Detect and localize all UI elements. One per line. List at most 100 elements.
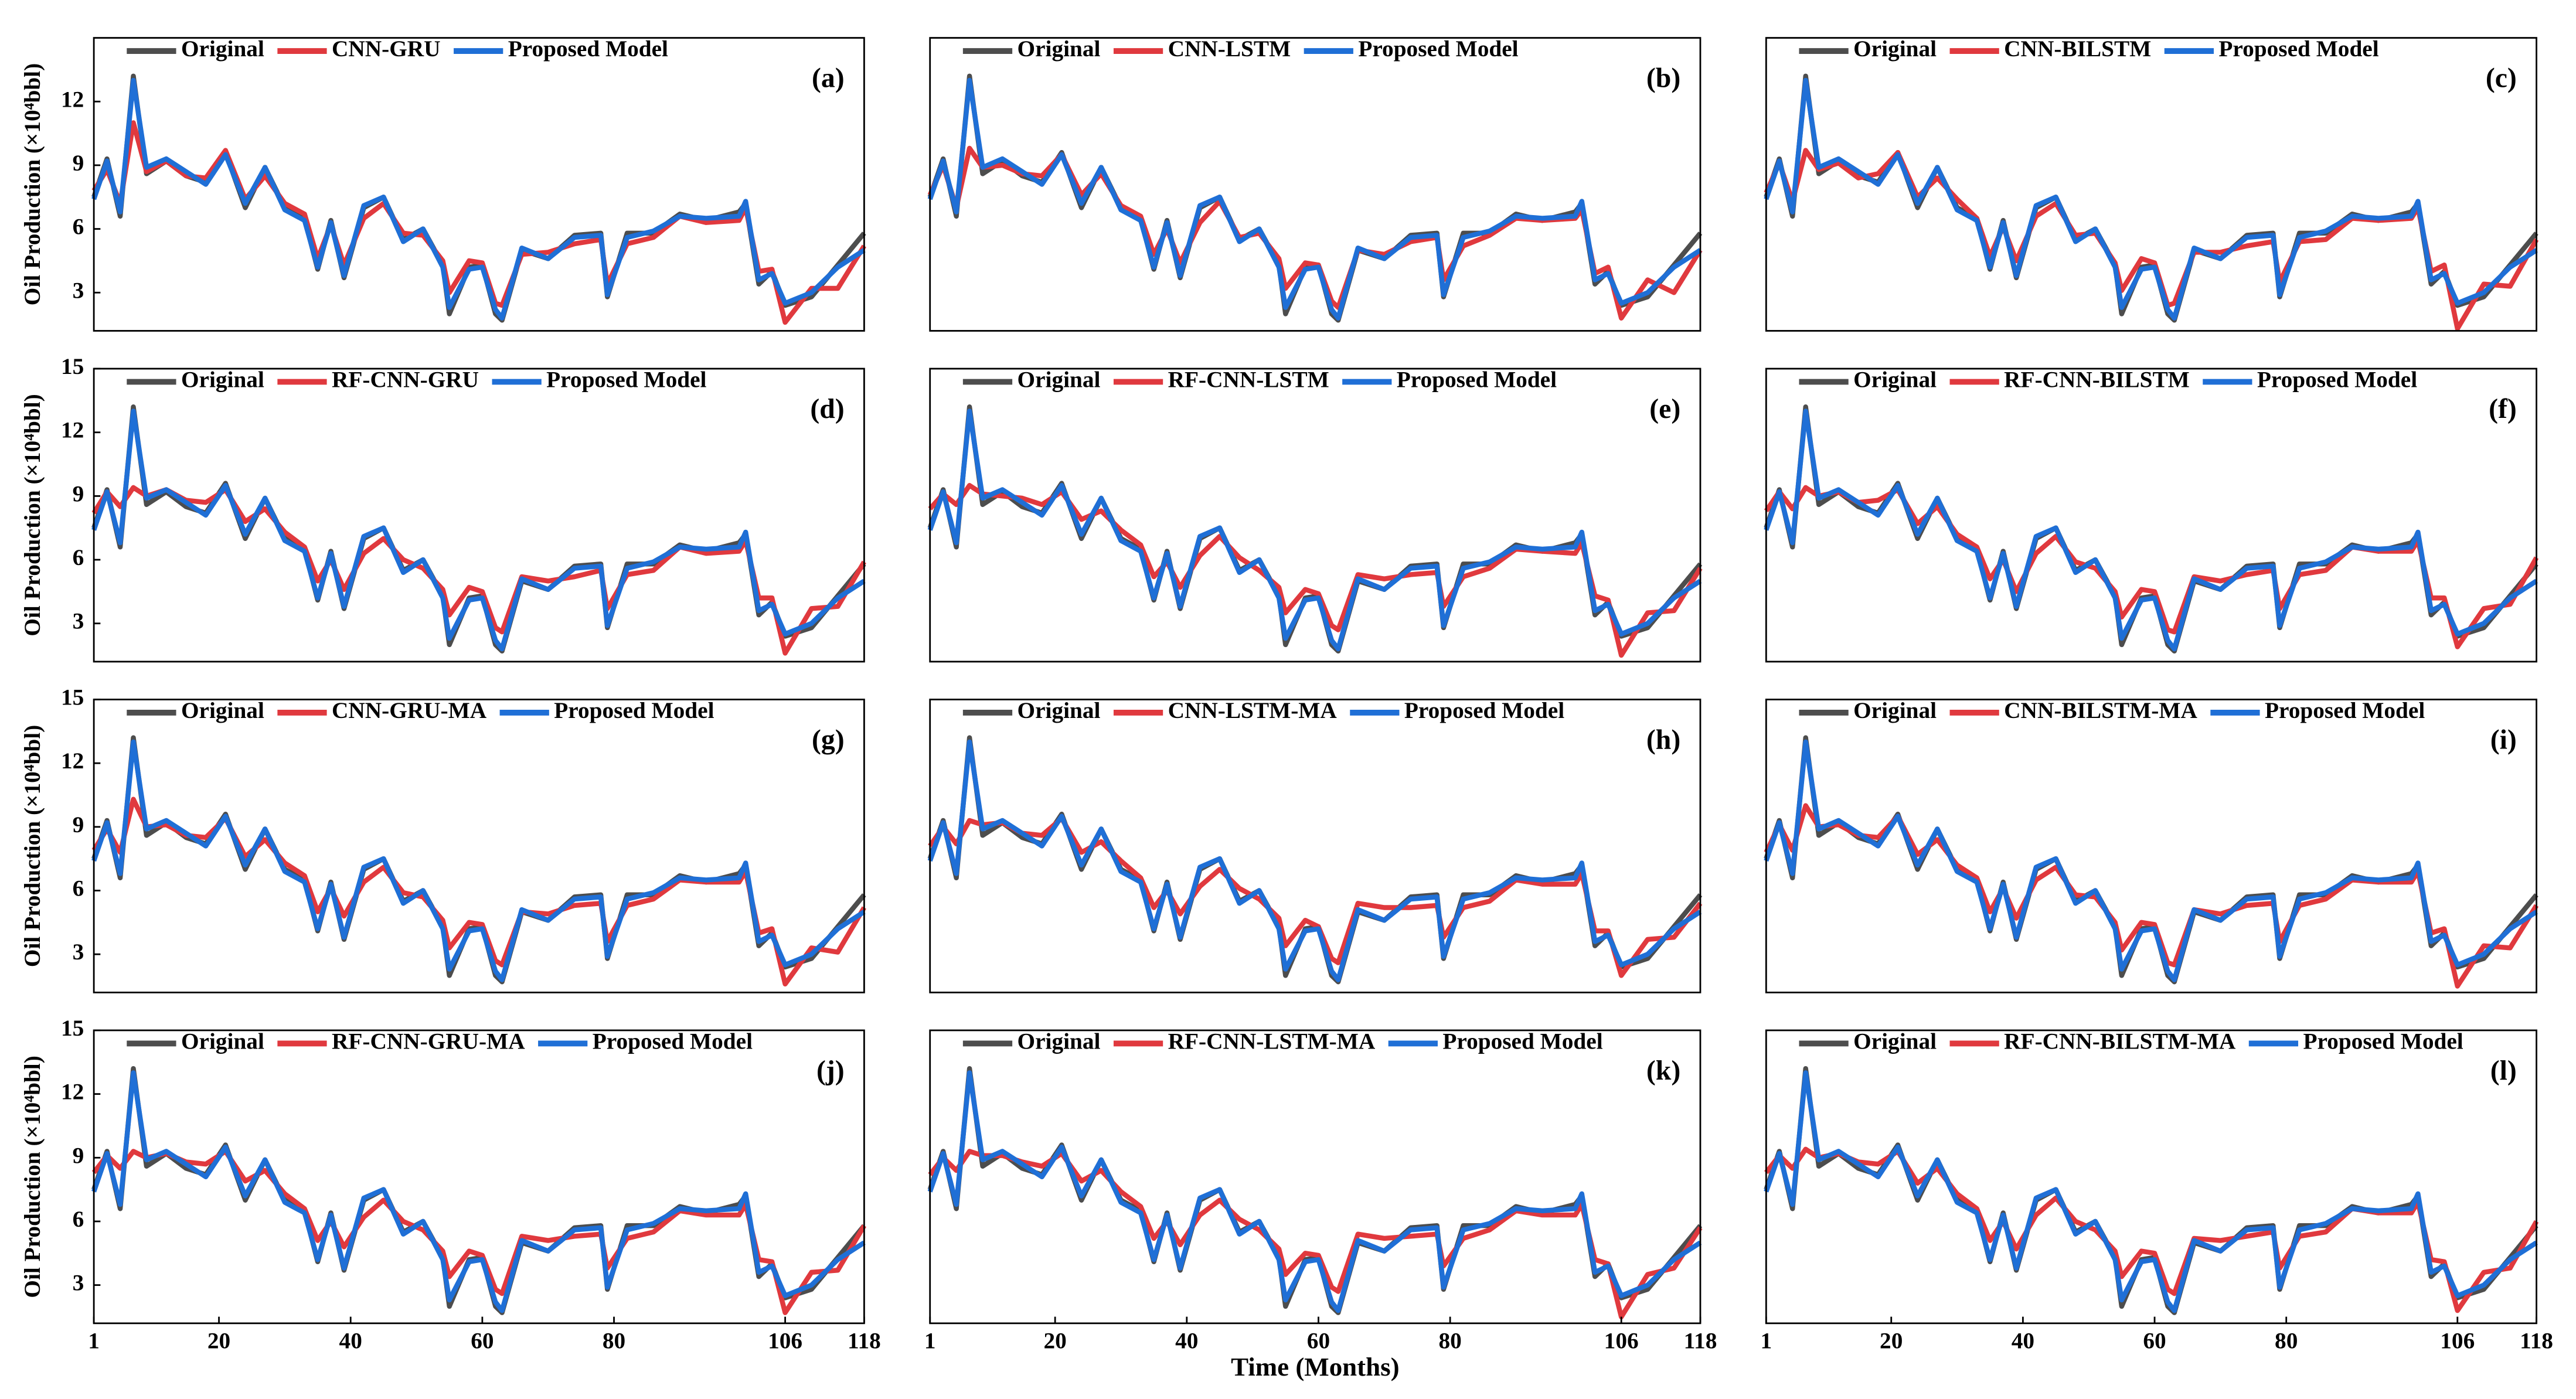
legend-label: Original [1018, 1028, 1101, 1054]
data-line [1764, 77, 2538, 321]
x-tick-label: 20 [207, 1328, 230, 1354]
y-tick-label: 6 [73, 1206, 84, 1232]
y-tick-label: 12 [61, 1079, 84, 1105]
y-tick-label: 9 [73, 1142, 84, 1168]
legend-label: Proposed Model [2265, 697, 2425, 723]
plot-frame [929, 1029, 1702, 1325]
x-axis-label: Time (Months) [1231, 1352, 1399, 1381]
data-line [927, 1066, 1703, 1315]
panel-label: (f) [2489, 393, 2517, 424]
x-tick-label: 40 [1175, 1328, 1198, 1354]
data-line [91, 1149, 867, 1315]
legend-label: Original [181, 697, 264, 723]
data-line [1764, 803, 2539, 989]
legend-label: Original [1853, 367, 1937, 393]
data-line [91, 796, 867, 987]
legend-label: RF-CNN-GRU [332, 367, 479, 393]
data-line [927, 739, 1702, 982]
data-line [927, 77, 1702, 321]
legend-label: Original [181, 1028, 264, 1054]
data-line [91, 1070, 866, 1313]
legend-label: CNN-LSTM-MA [1168, 697, 1338, 723]
data-line [1764, 409, 2538, 652]
data-line [1764, 1146, 2539, 1313]
x-tick-label: 1 [924, 1328, 936, 1354]
y-tick-label: 12 [61, 86, 84, 112]
panel-label: (e) [1649, 393, 1680, 424]
legend-label: CNN-GRU [332, 36, 441, 62]
data-line [1764, 1070, 2538, 1313]
legend-label: Proposed Model [2303, 1028, 2463, 1054]
legend-label: RF-CNN-GRU-MA [332, 1028, 525, 1054]
x-tick-label: 118 [1684, 1328, 1717, 1354]
plot-frame [93, 1029, 865, 1325]
y-axis-label: Oil Production (×10⁴bbl) [19, 394, 45, 636]
y-tick-label: 15 [61, 685, 84, 710]
data-line [927, 409, 1702, 652]
legend-label: CNN-BILSTM-MA [2004, 697, 2197, 723]
x-tick-label: 60 [471, 1328, 494, 1354]
x-tick-label: 118 [2520, 1328, 2553, 1354]
legend-label: Proposed Model [508, 36, 668, 62]
data-line [1764, 485, 2539, 649]
data-line [928, 1149, 1703, 1320]
data-line [91, 735, 866, 985]
data-line [91, 77, 866, 321]
x-tick-label: 118 [848, 1328, 881, 1354]
plot-frame [93, 37, 865, 332]
legend-label: Proposed Model [1358, 36, 1518, 62]
y-tick-label: 6 [73, 214, 84, 240]
legend-label: RF-CNN-LSTM-MA [1168, 1028, 1376, 1054]
panel-label: (b) [1646, 63, 1680, 94]
data-line [927, 404, 1703, 654]
plot-frame [929, 37, 1702, 332]
panel-label: (d) [810, 393, 844, 424]
y-tick-label: 9 [73, 150, 84, 176]
data-line [91, 485, 867, 656]
data-line [927, 735, 1703, 985]
legend-label: Original [1853, 36, 1937, 62]
y-tick-label: 3 [73, 277, 84, 303]
y-tick-label: 6 [73, 544, 84, 570]
x-tick-label: 80 [1438, 1328, 1461, 1354]
panel-label: (c) [2486, 63, 2517, 94]
y-axis-label: Oil Production (×10⁴bbl) [19, 63, 45, 305]
x-tick-label: 1 [88, 1328, 100, 1354]
legend-label: Proposed Model [2218, 36, 2378, 62]
x-tick-label: 60 [1307, 1328, 1330, 1354]
x-tick-label: 106 [768, 1328, 802, 1354]
x-tick-label: 80 [603, 1328, 625, 1354]
x-tick-label: 60 [2143, 1328, 2166, 1354]
y-tick-label: 9 [73, 481, 84, 506]
x-tick-label: 80 [2275, 1328, 2298, 1354]
plot-frame [929, 367, 1702, 663]
x-tick-label: 106 [2440, 1328, 2475, 1354]
y-tick-label: 12 [61, 748, 84, 774]
data-line [91, 404, 866, 654]
legend-label: Proposed Model [1442, 1028, 1602, 1054]
x-tick-label: 20 [1880, 1328, 1903, 1354]
plot-frame [93, 367, 865, 663]
plot-frame [1765, 367, 2537, 663]
data-line [928, 816, 1703, 978]
plot-frame [1765, 699, 2537, 993]
data-line [91, 739, 866, 982]
legend-label: Proposed Model [546, 367, 706, 393]
legend-label: Proposed Model [1397, 367, 1557, 393]
legend-label: Proposed Model [554, 697, 714, 723]
legend-label: Proposed Model [593, 1028, 753, 1054]
x-tick-label: 1 [1760, 1328, 1772, 1354]
legend-label: CNN-GRU-MA [332, 697, 487, 723]
y-tick-label: 3 [73, 939, 84, 965]
y-axis-label: Oil Production (×10⁴bbl) [19, 1056, 45, 1298]
data-line [91, 73, 866, 323]
data-line [91, 409, 866, 652]
panel-label: (k) [1646, 1055, 1680, 1086]
x-tick-label: 40 [339, 1328, 362, 1354]
panel-label: (g) [812, 724, 845, 755]
panel-label: (h) [1646, 724, 1680, 755]
data-line [1764, 404, 2538, 654]
panel-label: (j) [816, 1055, 845, 1086]
